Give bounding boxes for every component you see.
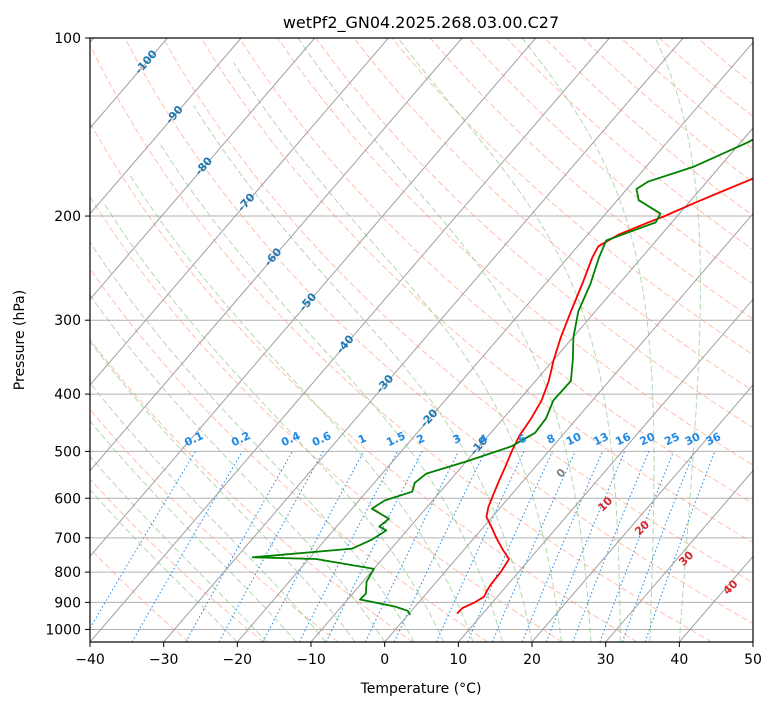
- data-layer: [251, 138, 753, 616]
- x-tick-label: 30: [597, 652, 615, 668]
- isotherm-line: [90, 38, 242, 215]
- isotherm-line: [90, 38, 537, 558]
- y-tick-label: 300: [54, 313, 81, 329]
- isotherm-line: [90, 38, 463, 472]
- isotherm-line: [90, 38, 389, 386]
- isotherm-line: [457, 298, 753, 642]
- moist-adiabat-line: [90, 294, 386, 642]
- x-tick-label: 0: [380, 652, 389, 668]
- x-tick-label: 50: [744, 652, 762, 668]
- moist-adiabat-line: [521, 38, 655, 642]
- mixing-ratio-label: 36: [704, 430, 724, 448]
- mixing-ratio-label: 25: [662, 430, 681, 448]
- dry-adiabat-line: [238, 38, 753, 505]
- y-tick-label: 400: [54, 387, 81, 403]
- moist-adiabat-line: [397, 38, 621, 642]
- dry-adiabat-line: [467, 38, 753, 285]
- mixing-ratio-line: [185, 451, 293, 642]
- dry-adiabat-line: [162, 38, 753, 584]
- dry-adiabat-line: [124, 38, 753, 624]
- chart-title: wetPf2_GN04.2025.268.03.00.C27: [283, 13, 559, 33]
- dry-adiabat-line: [90, 121, 638, 642]
- dry-adiabat-line: [277, 38, 753, 466]
- mixing-ratio-line: [218, 451, 324, 642]
- isotherm-line: [163, 38, 684, 642]
- x-tick-label: 20: [523, 652, 541, 668]
- dry-adiabat-line: [90, 195, 563, 642]
- dry-adiabat-line: [90, 408, 339, 642]
- dry-adiabat-line: [90, 478, 264, 642]
- isotherm-line: [384, 212, 753, 642]
- moist-adiabat-line: [233, 62, 562, 642]
- y-tick-label: 200: [54, 209, 81, 225]
- y-tick-label: 600: [54, 491, 81, 507]
- y-axis-title: Pressure (hPa): [12, 290, 28, 390]
- mixing-ratio-line: [262, 451, 365, 642]
- isotherm-line: [605, 469, 753, 642]
- x-tick-label: −40: [75, 652, 105, 668]
- dry-adiabat-line: [90, 267, 488, 642]
- moist-adiabat-line: [90, 340, 356, 642]
- moist-adiabat-line: [128, 174, 474, 642]
- x-tick-label: −20: [223, 652, 253, 668]
- x-tick-label: 40: [670, 652, 688, 668]
- x-axis-title: Temperature (°C): [360, 681, 482, 697]
- mixing-ratio-label: 16: [613, 430, 633, 448]
- moist-adiabat-line: [90, 241, 415, 642]
- y-tick-label: 1000: [45, 622, 81, 638]
- mixing-ratio-line: [644, 451, 716, 642]
- mixing-ratio-line: [325, 451, 423, 642]
- mixing-ratio-line: [621, 451, 695, 642]
- y-tick-label: 900: [54, 595, 81, 611]
- moist-adiabat-line: [90, 455, 268, 642]
- y-tick-label: 500: [54, 444, 81, 460]
- grid-layer: [90, 38, 753, 642]
- plot-frame: [89, 37, 754, 643]
- mixing-ratio-label: 10: [564, 430, 584, 448]
- mixing-ratio-line: [572, 451, 650, 642]
- mixing-ratio-line: [521, 451, 603, 642]
- moist-adiabat-line: [297, 38, 592, 642]
- x-tick-label: −30: [149, 652, 179, 668]
- isotherm-line: [310, 127, 753, 642]
- isotherm-line: [90, 38, 316, 301]
- mixing-ratio-label: 20: [638, 430, 658, 448]
- mixing-ratio-label: 30: [683, 430, 703, 448]
- moist-adiabat-line: [192, 105, 533, 642]
- axis-layer: −40 −30 −20 −10 0 10 20 30 40 50 1000 900 800 700 600 5…: [45, 31, 762, 668]
- moist-adiabat-line: [90, 382, 327, 642]
- mixing-ratio-line: [599, 451, 674, 642]
- plot-background: [90, 38, 753, 642]
- moist-adiabat-line: [158, 141, 503, 642]
- isotherm-line: [236, 41, 753, 642]
- dry-adiabat-line: [90, 43, 712, 642]
- y-tick-label: 700: [54, 531, 81, 547]
- y-tick-label: 100: [54, 31, 81, 47]
- dry-adiabat-line: [429, 38, 753, 320]
- mixing-ratio-line: [545, 451, 626, 642]
- isotherm-line: [531, 384, 753, 642]
- dry-adiabat-line: [353, 38, 753, 392]
- x-tick-label: −10: [296, 652, 326, 668]
- mixing-ratio-label: 13: [591, 430, 610, 448]
- temperature-profile-line: [456, 177, 753, 615]
- x-tick-label: 10: [449, 652, 467, 668]
- y-tick-label: 800: [54, 565, 81, 581]
- dewpoint-profile-line: [251, 138, 753, 616]
- isotherm-line: [90, 38, 610, 642]
- mixing-ratio-line: [467, 451, 553, 642]
- moist-adiabat-line: [654, 38, 701, 642]
